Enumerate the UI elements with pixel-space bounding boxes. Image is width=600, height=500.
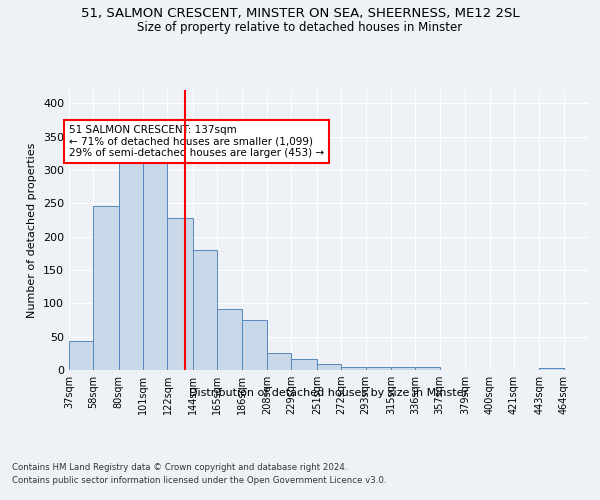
- Bar: [94, 206, 119, 370]
- Bar: [415, 368, 440, 370]
- Text: Contains HM Land Registry data © Crown copyright and database right 2024.: Contains HM Land Registry data © Crown c…: [12, 462, 347, 471]
- Bar: [217, 310, 242, 370]
- Bar: [242, 320, 267, 370]
- Bar: [391, 368, 415, 370]
- Bar: [143, 146, 167, 370]
- Bar: [267, 352, 292, 370]
- Bar: [292, 360, 317, 370]
- Text: Distribution of detached houses by size in Minster: Distribution of detached houses by size …: [189, 388, 469, 398]
- Text: Size of property relative to detached houses in Minster: Size of property relative to detached ho…: [137, 21, 463, 34]
- Bar: [193, 250, 217, 370]
- Bar: [341, 366, 365, 370]
- Text: 51 SALMON CRESCENT: 137sqm
← 71% of detached houses are smaller (1,099)
29% of s: 51 SALMON CRESCENT: 137sqm ← 71% of deta…: [69, 125, 324, 158]
- Text: Contains public sector information licensed under the Open Government Licence v3: Contains public sector information licen…: [12, 476, 386, 485]
- Bar: [119, 162, 143, 370]
- Bar: [317, 364, 341, 370]
- Text: 51, SALMON CRESCENT, MINSTER ON SEA, SHEERNESS, ME12 2SL: 51, SALMON CRESCENT, MINSTER ON SEA, SHE…: [80, 8, 520, 20]
- Bar: [365, 366, 391, 370]
- Bar: [539, 368, 563, 370]
- Bar: [69, 340, 94, 370]
- Y-axis label: Number of detached properties: Number of detached properties: [28, 142, 37, 318]
- Bar: [167, 218, 193, 370]
